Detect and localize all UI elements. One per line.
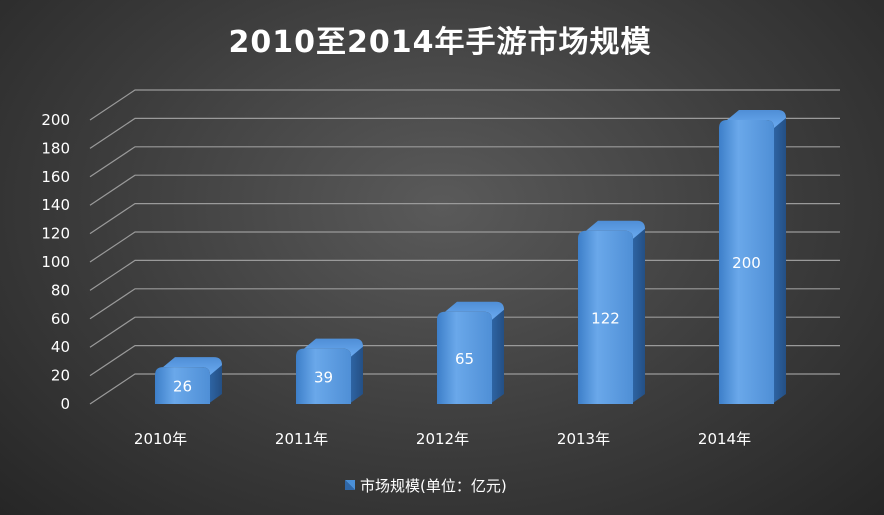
bar-side [490, 309, 504, 404]
bar: 200 [719, 110, 786, 404]
bar-top [163, 357, 222, 376]
bar: 39 [296, 338, 363, 404]
y-tick-label: 200 [41, 111, 70, 129]
y-axis-ticks: 0 20 40 60 80 100 120 140 160 180 200 [41, 111, 70, 413]
data-label: 39 [314, 368, 333, 386]
bar-top [445, 301, 504, 320]
y-tick-label: 40 [51, 338, 70, 356]
bar-front [296, 348, 351, 404]
bar-side [349, 346, 363, 404]
bar-front [719, 120, 774, 404]
y-tick-label: 60 [51, 310, 70, 328]
bar-top [586, 220, 645, 239]
gridline [89, 89, 840, 121]
x-tick-label: 2010年 [134, 430, 187, 448]
y-tick-label: 120 [41, 225, 70, 243]
x-tick-label: 2012年 [416, 430, 469, 448]
y-tick-label: 80 [51, 281, 70, 299]
y-tick-label: 0 [60, 395, 70, 413]
gridlines [89, 89, 840, 405]
data-label: 200 [732, 254, 761, 272]
data-label: 65 [455, 350, 474, 368]
bar-front [437, 311, 492, 404]
chart-title: 2010至2014年手游市场规模 [229, 25, 652, 60]
bars: 26 39 65 122 200 [155, 110, 786, 404]
x-tick-label: 2014年 [698, 430, 751, 448]
bar-top [727, 110, 786, 128]
data-label: 122 [591, 309, 620, 327]
bar: 26 [155, 357, 222, 404]
bar-side [631, 228, 645, 404]
bar: 65 [437, 301, 504, 404]
x-tick-label: 2011年 [275, 430, 328, 448]
y-tick-label: 20 [51, 367, 70, 385]
y-tick-label: 100 [41, 253, 70, 271]
legend-label: 市场规模(单位：亿元) [360, 477, 507, 495]
gridline [89, 117, 840, 149]
bar: 122 [578, 220, 645, 404]
y-tick-label: 140 [41, 196, 70, 214]
legend: 市场规模(单位：亿元) [345, 477, 507, 495]
bar-top [304, 338, 363, 357]
y-tick-label: 180 [41, 139, 70, 157]
x-axis-categories: 2010年 2011年 2012年 2013年 2014年 [134, 430, 751, 448]
bar-side [772, 118, 786, 404]
bar-front [155, 367, 210, 404]
gridline [89, 174, 840, 206]
y-tick-label: 160 [41, 168, 70, 186]
data-label: 26 [173, 378, 192, 396]
legend-swatch-shade-icon [345, 480, 355, 490]
gridline [89, 203, 840, 235]
bar-side [208, 365, 222, 404]
bar-front [578, 230, 633, 404]
x-tick-label: 2013年 [557, 430, 610, 448]
gridline [89, 146, 840, 178]
